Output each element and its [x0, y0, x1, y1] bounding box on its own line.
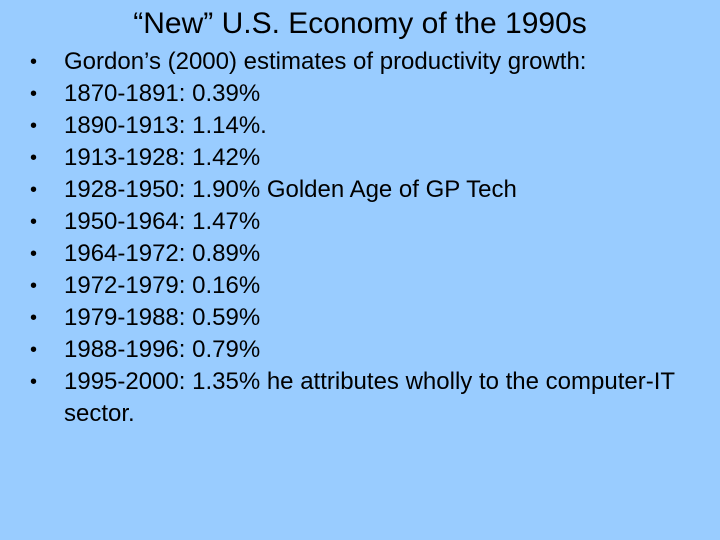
bullet-icon: •	[30, 51, 38, 73]
bullet-icon: •	[30, 83, 38, 105]
bullet-text: 1913-1928: 1.42%	[64, 144, 261, 171]
bullet-item-1979-1988: • 1979-1988: 0.59%	[30, 302, 710, 334]
bullet-item-1950-1964: • 1950-1964: 1.47%	[30, 206, 710, 238]
bullet-text: 1988-1996: 0.79%	[64, 336, 261, 363]
bullet-text: 1870-1891: 0.39%	[64, 80, 261, 107]
slide-title: “New” U.S. Economy of the 1990s	[133, 7, 587, 40]
bullet-item-1972-1979: • 1972-1979: 0.16%	[30, 270, 710, 302]
bullet-icon: •	[30, 115, 38, 137]
bullet-item-1964-1972: • 1964-1972: 0.89%	[30, 238, 710, 270]
bullet-text: 1979-1988: 0.59%	[64, 304, 261, 331]
bullet-item-1890-1913: • 1890-1913: 1.14%.	[30, 110, 710, 142]
bullet-icon: •	[30, 211, 38, 233]
bullet-text: 1950-1964: 1.47%	[64, 208, 261, 235]
bullet-icon: •	[30, 275, 38, 297]
bullet-text: 1972-1979: 0.16%	[64, 272, 261, 299]
bullet-text: 1928-1950: 1.90% Golden Age of GP Tech	[64, 176, 517, 203]
bullet-icon: •	[30, 307, 38, 329]
bullet-item-intro: • Gordon’s (2000) estimates of productiv…	[30, 46, 710, 78]
bullet-item-1913-1928: • 1913-1928: 1.42%	[30, 142, 710, 174]
bullet-item-1928-1950: • 1928-1950: 1.90% Golden Age of GP Tech	[30, 174, 710, 206]
bullet-item-1988-1996: • 1988-1996: 0.79%	[30, 334, 710, 366]
bullet-item-1870-1891: • 1870-1891: 0.39%	[30, 78, 710, 110]
bullet-icon: •	[30, 179, 38, 201]
bullet-text: 1995-2000: 1.35% he attributes wholly to…	[64, 368, 675, 427]
bullet-icon: •	[30, 147, 38, 169]
bullet-text: Gordon’s (2000) estimates of productivit…	[64, 48, 587, 75]
bullet-icon: •	[30, 371, 38, 393]
bullet-text: 1964-1972: 0.89%	[64, 240, 261, 267]
bullet-icon: •	[30, 339, 38, 361]
bullet-icon: •	[30, 243, 38, 265]
bullet-item-1995-2000: • 1995-2000: 1.35% he attributes wholly …	[30, 366, 684, 430]
bullet-list: • Gordon’s (2000) estimates of productiv…	[30, 46, 710, 430]
bullet-text: 1890-1913: 1.14%.	[64, 112, 267, 139]
